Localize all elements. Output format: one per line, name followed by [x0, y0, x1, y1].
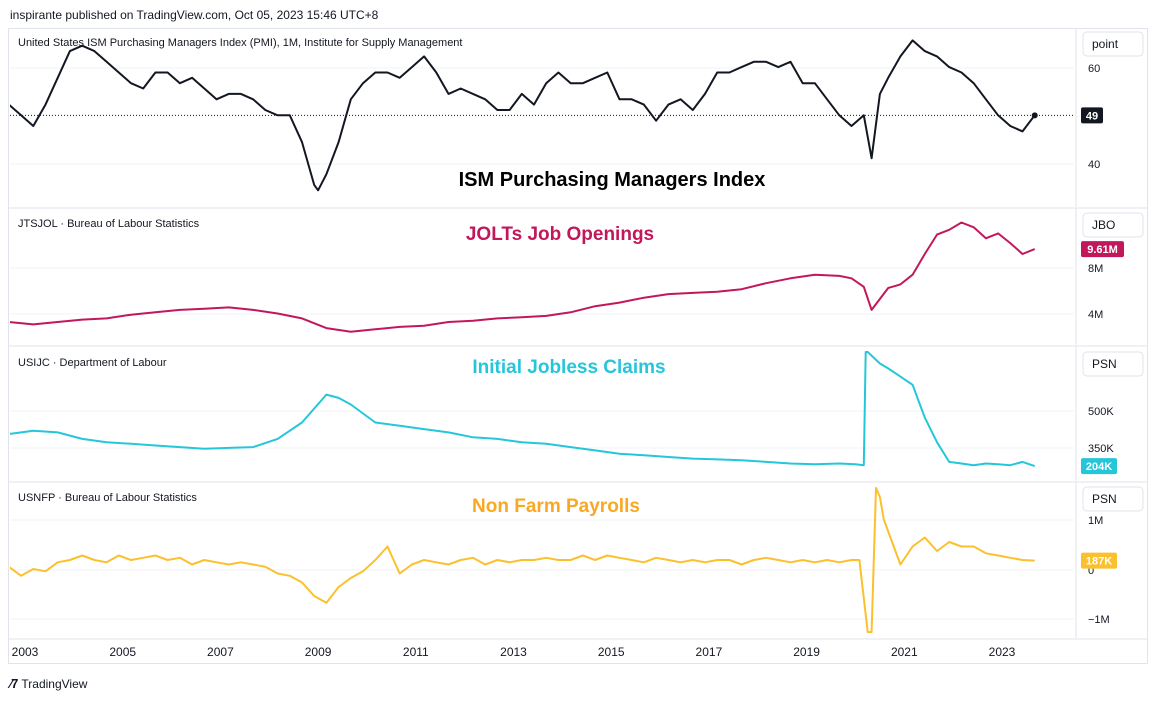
- last-value-text: 187K: [1086, 556, 1112, 568]
- footer-logo-text[interactable]: TradingView: [21, 676, 88, 691]
- series-line-1[interactable]: [9, 39, 1036, 192]
- y-tick-label: 40: [1088, 159, 1100, 171]
- series-annotation: ISM Purchasing Managers Index: [459, 169, 766, 191]
- series-legend[interactable]: United States ISM Purchasing Managers In…: [18, 37, 463, 49]
- y-tick-label: 60: [1088, 63, 1100, 75]
- x-tick-label: 2007: [207, 645, 234, 659]
- last-value-point: [1031, 112, 1038, 119]
- tradingview-logo-icon[interactable]: ⁄7: [10, 676, 18, 691]
- x-tick-label: 2011: [403, 645, 429, 659]
- publish-info: inspirante published on TradingView.com,…: [10, 8, 379, 22]
- x-tick-label: 2003: [12, 645, 39, 659]
- scale-mode-label[interactable]: PSN: [1092, 357, 1117, 371]
- series-legend[interactable]: USIJC · Department of Labour: [18, 357, 167, 369]
- scale-mode-button[interactable]: [1082, 351, 1144, 377]
- series-line-2[interactable]: [9, 221, 1036, 333]
- x-tick-label: 2019: [793, 645, 820, 659]
- scale-mode-button[interactable]: [1082, 212, 1144, 238]
- last-value-text: 49: [1086, 110, 1098, 122]
- y-tick-label: 350K: [1088, 443, 1114, 455]
- y-tick-label: 500K: [1088, 406, 1114, 418]
- last-value-text: 9.61M: [1087, 244, 1118, 256]
- scale-mode-button[interactable]: [1082, 486, 1144, 512]
- footer: ⁄7 TradingView: [10, 676, 87, 691]
- series-annotation: JOLTs Job Openings: [466, 224, 654, 245]
- series-annotation: Non Farm Payrolls: [472, 496, 640, 517]
- last-value-badge: [1081, 458, 1117, 475]
- x-tick-label: 2023: [989, 645, 1016, 659]
- y-tick-label: −1M: [1088, 614, 1110, 626]
- series-annotation: Initial Jobless Claims: [472, 357, 665, 378]
- x-tick-label: 2009: [305, 645, 332, 659]
- y-tick-label: 0: [1088, 565, 1094, 577]
- series-legend[interactable]: JTSJOL · Bureau of Labour Statistics: [18, 218, 200, 230]
- y-tick-label: 1M: [1088, 515, 1103, 527]
- last-value-badge: [1081, 241, 1124, 258]
- series-line-4[interactable]: [9, 487, 1035, 633]
- series-line-3[interactable]: [9, 351, 1036, 468]
- series-legend[interactable]: USNFP · Bureau of Labour Statistics: [18, 492, 197, 504]
- scale-mode-label[interactable]: point: [1092, 37, 1119, 51]
- x-tick-label: 2005: [109, 645, 136, 659]
- x-tick-label: 2015: [598, 645, 625, 659]
- y-tick-label: 4M: [1088, 309, 1103, 321]
- x-tick-label: 2013: [500, 645, 527, 659]
- scale-mode-label[interactable]: PSN: [1092, 492, 1117, 506]
- last-value-badge: [1081, 107, 1103, 124]
- x-tick-label: 2017: [696, 645, 723, 659]
- last-value-text: 204K: [1086, 461, 1112, 473]
- last-value-badge: [1081, 552, 1117, 569]
- scale-mode-button[interactable]: [1082, 31, 1144, 57]
- scale-mode-label[interactable]: JBO: [1092, 218, 1115, 232]
- x-tick-label: 2021: [891, 645, 918, 659]
- y-tick-label: 8M: [1088, 263, 1103, 275]
